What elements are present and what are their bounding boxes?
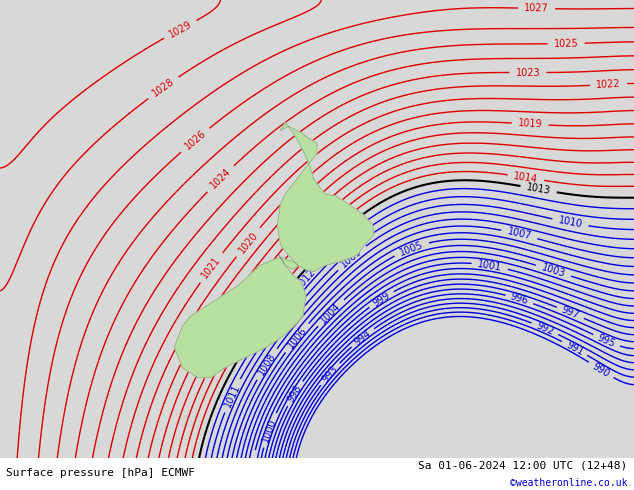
Text: 1019: 1019 [517, 119, 543, 130]
Text: 1002: 1002 [245, 455, 259, 481]
Text: 1008: 1008 [256, 351, 278, 377]
Text: 991: 991 [564, 340, 585, 357]
Text: 997: 997 [560, 305, 581, 321]
Text: Surface pressure [hPa] ECMWF: Surface pressure [hPa] ECMWF [6, 468, 195, 478]
Text: 994: 994 [353, 328, 373, 347]
Text: 1005: 1005 [398, 239, 425, 257]
Text: 1024: 1024 [208, 167, 233, 191]
Text: 1004: 1004 [319, 300, 343, 325]
Polygon shape [278, 122, 374, 271]
Text: 1000: 1000 [261, 417, 278, 443]
Text: 1001: 1001 [477, 259, 503, 272]
Text: 1023: 1023 [515, 68, 540, 77]
Text: 1011: 1011 [223, 382, 242, 409]
Text: 992: 992 [534, 320, 555, 337]
Text: 1018: 1018 [200, 318, 222, 343]
Text: 998: 998 [286, 383, 304, 404]
Text: 1027: 1027 [524, 3, 549, 14]
Text: 1007: 1007 [506, 226, 533, 242]
Text: Surface pressure [hPa] ECMWF: Surface pressure [hPa] ECMWF [6, 468, 195, 478]
Text: 993: 993 [320, 364, 340, 384]
Text: 1010: 1010 [557, 216, 583, 230]
Text: ©weatheronline.co.uk: ©weatheronline.co.uk [510, 478, 628, 488]
Text: 995: 995 [596, 332, 617, 349]
Text: 996: 996 [509, 292, 530, 307]
Text: 1022: 1022 [596, 79, 621, 90]
Text: 1015: 1015 [270, 263, 294, 288]
Text: ©weatheronline.co.uk: ©weatheronline.co.uk [510, 478, 628, 488]
Text: 1017: 1017 [295, 208, 320, 233]
Text: 1021: 1021 [200, 255, 223, 280]
Text: Sa 01-06-2024 12:00 UTC (12+48): Sa 01-06-2024 12:00 UTC (12+48) [418, 461, 628, 470]
Text: 1013: 1013 [526, 182, 552, 196]
Text: 1012: 1012 [294, 267, 317, 292]
Text: Sa 01-06-2024 12:00 UTC (12+48): Sa 01-06-2024 12:00 UTC (12+48) [418, 461, 628, 470]
Text: 1020: 1020 [236, 229, 260, 255]
Text: 990: 990 [591, 361, 612, 379]
Text: 1016: 1016 [240, 290, 262, 316]
Text: 1025: 1025 [553, 38, 579, 49]
Text: 1009: 1009 [339, 246, 365, 270]
Polygon shape [174, 255, 306, 378]
Text: 1026: 1026 [183, 128, 208, 152]
Text: 1014: 1014 [513, 171, 539, 184]
Text: 1006: 1006 [285, 325, 308, 350]
Text: 999: 999 [371, 290, 392, 308]
Text: 1029: 1029 [167, 19, 193, 40]
Text: 1028: 1028 [150, 76, 176, 99]
Text: 1003: 1003 [540, 262, 567, 279]
